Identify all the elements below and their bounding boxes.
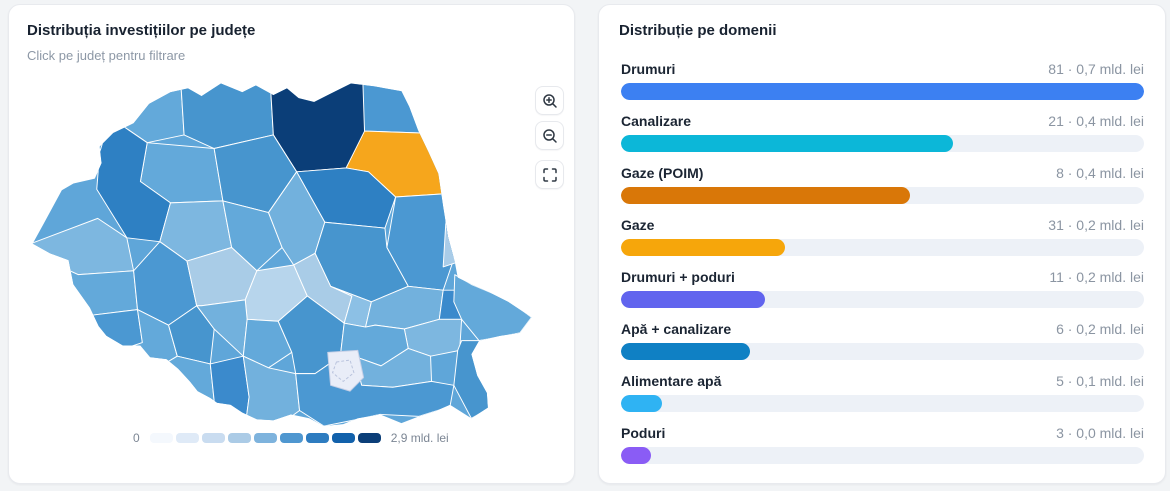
legend-swatch <box>357 433 381 443</box>
legend-min-label: 0 <box>133 431 140 445</box>
bar-row[interactable]: Drumuri 81 · 0,7 mld. lei <box>621 61 1144 100</box>
bar-track <box>621 135 1144 152</box>
bar-value: 6 · 0,2 mld. lei <box>1056 321 1144 337</box>
bar-row[interactable]: Canalizare 21 · 0,4 mld. lei <box>621 113 1144 152</box>
domain-bar-list: Drumuri 81 · 0,7 mld. lei Canalizare 21 … <box>621 61 1144 477</box>
map-panel-title: Distribuția investițiilor pe județe <box>27 22 256 39</box>
bar-row[interactable]: Gaze (POIM) 8 · 0,4 mld. lei <box>621 165 1144 204</box>
bar-row[interactable]: Apă + canalizare 6 · 0,2 mld. lei <box>621 321 1144 360</box>
legend-swatch <box>279 433 303 443</box>
bar-label: Gaze <box>621 217 655 233</box>
legend-swatch <box>149 433 173 443</box>
bar-value: 8 · 0,4 mld. lei <box>1056 165 1144 181</box>
bar-row[interactable]: Alimentare apă 5 · 0,1 mld. lei <box>621 373 1144 412</box>
bar-value: 5 · 0,1 mld. lei <box>1056 373 1144 389</box>
legend-swatch <box>227 433 251 443</box>
bar-value: 3 · 0,0 mld. lei <box>1056 425 1144 441</box>
zoom-out-button[interactable] <box>535 121 564 150</box>
legend-swatch <box>175 433 199 443</box>
legend-max-label: 2,9 mld. lei <box>390 431 449 445</box>
bar-label: Apă + canalizare <box>621 321 732 337</box>
bar-label: Gaze (POIM) <box>621 165 704 181</box>
bar-row[interactable]: Gaze 31 · 0,2 mld. lei <box>621 217 1144 256</box>
bar-fill <box>621 83 1144 100</box>
domains-panel-title: Distribuție pe domenii <box>619 22 777 39</box>
zoom-in-button[interactable] <box>535 86 564 115</box>
domains-panel: Distribuție pe domenii Drumuri 81 · 0,7 … <box>598 4 1166 484</box>
legend-swatch <box>253 433 277 443</box>
fullscreen-icon <box>542 167 557 182</box>
map-panel-subtitle: Click pe județ pentru filtrare <box>27 48 186 63</box>
zoom-out-icon <box>542 128 557 143</box>
bar-label: Poduri <box>621 425 666 441</box>
bar-label: Drumuri <box>621 61 676 77</box>
zoom-in-icon <box>542 93 557 108</box>
bar-label: Alimentare apă <box>621 373 722 389</box>
bar-track <box>621 187 1144 204</box>
bar-fill <box>621 239 786 256</box>
bar-label: Canalizare <box>621 113 692 129</box>
bar-fill <box>621 291 765 308</box>
legend-swatch <box>201 433 225 443</box>
bar-label: Drumuri + poduri <box>621 269 735 285</box>
bar-track <box>621 291 1144 308</box>
bar-track <box>621 447 1144 464</box>
bar-track <box>621 343 1144 360</box>
bar-value: 31 · 0,2 mld. lei <box>1048 217 1144 233</box>
legend-swatch <box>331 433 355 443</box>
legend-swatch <box>305 433 329 443</box>
bar-fill <box>621 447 651 464</box>
bar-fill <box>621 395 662 412</box>
bar-row[interactable]: Drumuri + poduri 11 · 0,2 mld. lei <box>621 269 1144 308</box>
romania-choropleth-map[interactable] <box>23 63 547 432</box>
bar-fill <box>621 343 750 360</box>
bar-track <box>621 83 1144 100</box>
bar-track <box>621 395 1144 412</box>
bar-fill <box>621 135 953 152</box>
county-regions[interactable] <box>23 63 547 432</box>
bar-fill <box>621 187 911 204</box>
map-panel: Distribuția investițiilor pe județe Clic… <box>8 4 575 484</box>
map-color-legend: 0 2,9 mld. lei <box>133 431 449 445</box>
bar-track <box>621 239 1144 256</box>
bar-value: 81 · 0,7 mld. lei <box>1048 61 1144 77</box>
bar-value: 21 · 0,4 mld. lei <box>1048 113 1144 129</box>
bar-value: 11 · 0,2 mld. lei <box>1049 269 1144 285</box>
bar-row[interactable]: Poduri 3 · 0,0 mld. lei <box>621 425 1144 464</box>
map-controls <box>535 86 564 189</box>
fullscreen-button[interactable] <box>535 160 564 189</box>
